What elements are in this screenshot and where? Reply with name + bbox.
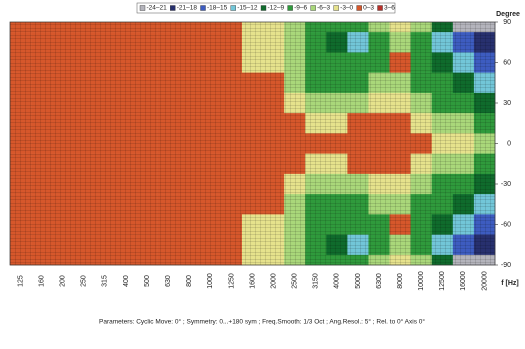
x-tick-label: 630 (165, 275, 172, 287)
x-tick-label: 2000 (270, 273, 277, 289)
x-tick-label: 20000 (481, 271, 488, 291)
y-tick-label: 60 (503, 59, 511, 66)
x-tick-label: 4000 (334, 273, 341, 289)
x-tick-label: 1000 (207, 273, 214, 289)
x-tick-label: 800 (186, 275, 193, 287)
legend: -24–21 -21–18 -18–15 -15–12 -12–9 -9–6 -6–3 -3–… (136, 2, 395, 14)
x-tick-label: 2500 (292, 273, 299, 289)
legend-label: -3–0 (340, 5, 353, 12)
y-tick-label: 0 (507, 140, 511, 147)
legend-swatch (139, 5, 146, 11)
x-tick-label: 125 (17, 275, 24, 287)
y-tick-label: -30 (501, 181, 511, 188)
y-tick-label: -90 (501, 262, 511, 269)
x-tick-label: 500 (144, 275, 151, 287)
x-tick-label: 315 (102, 275, 109, 287)
legend-label: -6–3 (317, 5, 330, 12)
legend-label: -24–21 (147, 5, 168, 12)
x-tick-label: 1250 (228, 273, 235, 289)
x-tick-label: 200 (60, 275, 67, 287)
x-tick-label: 160 (38, 275, 45, 287)
x-tick-label: 10000 (418, 271, 425, 291)
legend-label: -18–15 (207, 5, 228, 12)
y-tick-label: -60 (501, 221, 511, 228)
y-tick-label: 90 (503, 19, 511, 26)
legend-label: -9–6 (294, 5, 307, 12)
x-tick-label: 12500 (439, 271, 446, 291)
legend-swatch (230, 5, 236, 11)
legend-swatch (356, 5, 362, 11)
y-tick-label: 30 (503, 100, 511, 107)
x-tick-label: 400 (123, 275, 130, 287)
grid-texture (10, 22, 495, 265)
parameters-text: Parameters: Cyclic Move: 0° ; Symmetry: … (99, 318, 425, 326)
legend-swatch (260, 5, 267, 11)
legend-label: -15–12 (237, 5, 258, 12)
legend-swatch (287, 5, 293, 11)
x-tick-label: 3150 (313, 273, 320, 289)
legend-swatch (200, 5, 206, 11)
x-tick-label: 16000 (460, 271, 467, 291)
legend-label: 3–6 (384, 5, 395, 12)
x-tick-label: 250 (81, 275, 88, 287)
y-axis-label: Degree (496, 11, 520, 18)
x-axis-label: f [Hz] (501, 280, 519, 287)
legend-label: -21–18 (177, 5, 198, 12)
x-tick-label: 8000 (397, 273, 404, 289)
x-tick-label: 5000 (355, 273, 362, 289)
x-tick-label: 6300 (376, 273, 383, 289)
x-tick-label: 1600 (249, 273, 256, 289)
legend-label: 0–3 (363, 5, 374, 12)
legend-swatch (333, 5, 339, 11)
legend-label: -12–9 (268, 5, 285, 12)
legend-swatch (377, 5, 383, 11)
legend-swatch (310, 5, 316, 11)
legend-swatch (170, 5, 176, 11)
